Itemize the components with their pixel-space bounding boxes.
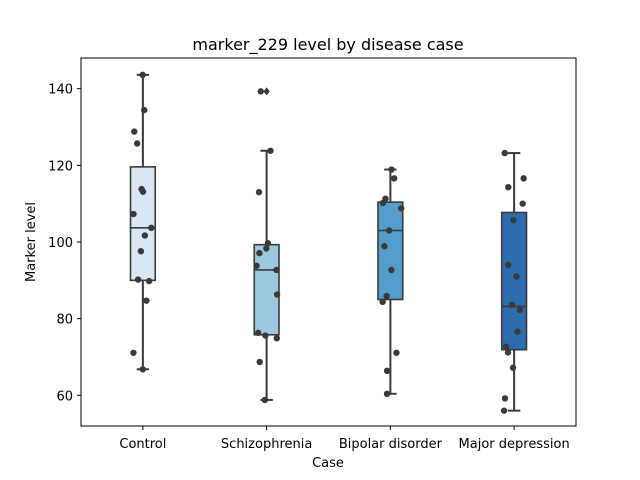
data-point [253, 262, 260, 269]
data-point [131, 128, 138, 135]
data-point [383, 367, 391, 374]
box-schizophrenia [253, 243, 280, 336]
data-point [516, 306, 524, 314]
x-tick-label: Bipolar disorder [339, 437, 443, 452]
data-point [379, 298, 386, 305]
data-point [257, 88, 264, 95]
data-point [510, 216, 517, 224]
box-bipolar-disorder [377, 201, 404, 301]
data-point [273, 266, 280, 274]
data-point [501, 149, 508, 157]
axes: 60 80 100 120 140 Control Schizophrenia Bipolar… [48, 57, 577, 452]
data-point [263, 245, 270, 252]
data-point [393, 349, 400, 356]
x-tick-label: Schizophrenia [221, 437, 312, 452]
data-point [262, 332, 269, 339]
x-tick-label: Major depression [459, 437, 570, 452]
data-point [505, 183, 512, 191]
data-point [508, 301, 516, 309]
data-point [383, 292, 390, 300]
data-point [256, 358, 263, 366]
data-point [256, 249, 263, 257]
data-point [139, 366, 147, 373]
data-point [514, 328, 521, 335]
x-tick-label: Control [119, 437, 166, 452]
plot-area [129, 71, 528, 414]
box-major-depression [500, 211, 528, 351]
data-point [273, 291, 281, 298]
y-axis-label: Marker level [24, 202, 39, 282]
data-point [504, 349, 512, 356]
data-point [141, 232, 149, 239]
data-point [388, 266, 395, 274]
data-point [264, 239, 272, 247]
data-point [133, 140, 141, 147]
data-point [141, 106, 148, 114]
data-point [500, 407, 508, 414]
data-point [261, 396, 269, 404]
data-point [379, 199, 387, 207]
y-tick-label: 120 [48, 159, 73, 174]
y-tick-label: 60 [56, 389, 73, 404]
data-point [139, 71, 146, 79]
data-point [148, 224, 155, 232]
data-point [385, 227, 393, 234]
x-axis-label: Case [312, 456, 344, 471]
data-point [505, 261, 512, 269]
box-group-control [129, 73, 157, 371]
box-group-major-depression [500, 152, 528, 412]
data-point [391, 175, 398, 182]
data-point [502, 343, 510, 350]
data-point [519, 200, 526, 207]
data-point [381, 243, 388, 250]
data-point [501, 395, 509, 402]
data-point [520, 175, 527, 182]
box-control [129, 166, 157, 282]
y-tick-label: 140 [48, 83, 73, 98]
data-point [130, 210, 137, 218]
data-point [137, 248, 145, 255]
data-point [513, 273, 520, 280]
data-point [509, 364, 517, 371]
data-point [273, 335, 280, 342]
data-point [383, 390, 391, 397]
data-point [254, 329, 262, 337]
chart-title: marker_229 level by disease case [192, 35, 463, 55]
data-point [130, 349, 137, 356]
data-point [388, 166, 395, 173]
data-point [267, 147, 274, 154]
data-point [145, 277, 153, 285]
outlier-point [263, 87, 270, 96]
data-point [255, 188, 263, 196]
data-point [143, 297, 150, 304]
y-tick-label: 100 [48, 236, 73, 251]
data-point [134, 276, 142, 283]
data-point [139, 188, 147, 195]
y-tick-label: 80 [56, 313, 73, 328]
data-point [397, 205, 405, 212]
